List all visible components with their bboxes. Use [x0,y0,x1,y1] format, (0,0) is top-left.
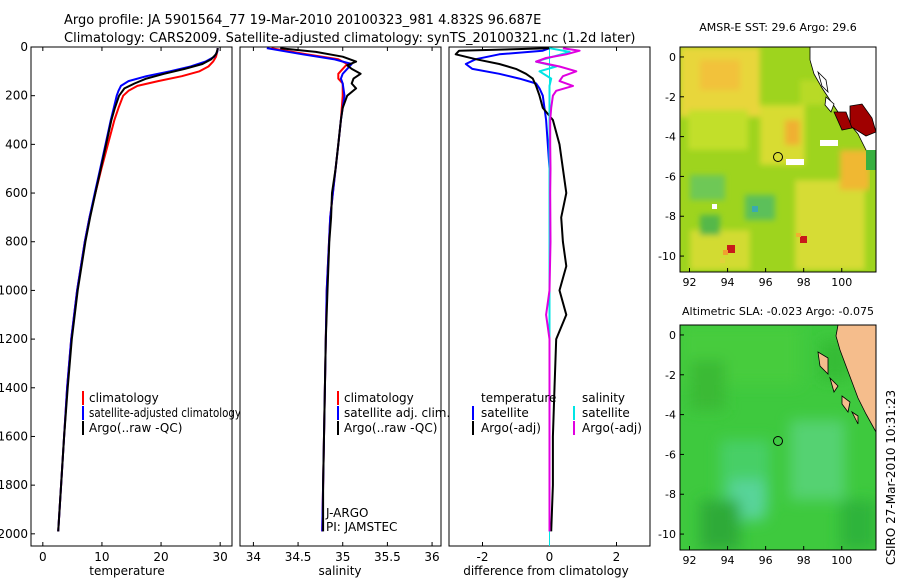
x-tick-label: 34.5 [285,550,312,564]
legend-label-temp-satellite: satellite [481,406,529,420]
x-tick-label: 0 [546,550,554,564]
y-tick-label: 1200 [0,332,28,346]
map-x-tick-label: 98 [797,276,811,289]
difference-legend: temperature satellite Argo(-adj) salinit… [472,391,642,435]
legend-label-satellite: satellite-adjusted climatology [89,406,241,420]
map-x-tick-label: 92 [683,276,697,289]
map-x-tick-label: 94 [721,276,735,289]
sla-map-panel: Altimetric SLA: -0.023 Argo: -0.075 92 94… [658,305,877,567]
sst-map-frame [679,46,877,273]
temperature-series [57,47,219,532]
series-line-salinity-argo-adj [535,47,581,532]
sst-map-panel: AMSR-E SST: 29.6 Argo: 29.6 [658,21,877,289]
y-tick-label: 600 [5,186,28,200]
map-y-tick-label: -2 [665,369,676,382]
legend-label-sal-argo: Argo(-adj) [582,421,642,435]
y-tick-label: 1800 [0,478,28,492]
sst-map-field [680,47,876,272]
legend-label-sal-satellite: satellite [582,406,630,420]
sst-hotspot [727,245,735,253]
map-y-tick-label: -4 [665,409,676,422]
header-line-1: Argo profile: JA 5901564_77 19-Mar-2010 … [64,13,541,28]
csiro-timestamp: CSIRO 27-Mar-2010 10:31:23 [884,390,898,565]
y-tick-label: 2000 [0,527,28,541]
map-y-tick-label: -10 [658,250,676,263]
sla-map-axes: 92 94 96 98 100 0 -2 -4 -6 -8 -10 [658,329,852,567]
x-tick-label: 10 [94,550,109,564]
x-tick-label: 2 [613,550,621,564]
legend-label-temp-argo: Argo(-adj) [481,421,541,435]
legend-label-climatology: climatology [344,391,414,405]
y-tick-label: 800 [5,235,28,249]
argo-position-marker [773,152,783,162]
sla-map-field [680,325,876,550]
argo-position-marker [773,436,783,446]
salinity-series [266,47,362,532]
salinity-x-axis: 34 34.5 35 35.5 36 [246,47,440,564]
salinity-panel: 34 34.5 35 35.5 36 salinity climatology sate… [239,46,450,578]
series-line-temperature-argo-adj [454,47,568,532]
y-tick-label: 200 [5,89,28,103]
map-y-tick-label: -2 [665,91,676,104]
y-tick-label: 1400 [0,381,28,395]
sla-map-frame [679,324,877,551]
x-tick-label: 35.5 [374,550,401,564]
temperature-axes-frame [30,46,233,547]
x-tick-label: 20 [153,550,168,564]
map-x-tick-label: 94 [721,554,735,567]
temperature-x-axis: 0 10 20 30 [39,47,228,564]
legend-label-satellite: satellite adj. clim. [344,406,450,420]
difference-xlabel: difference from climatology [463,564,629,578]
y-tick-label: 0 [20,40,28,54]
legend-label-climatology: climatology [89,391,159,405]
map-y-tick-label: 0 [669,329,676,342]
sst-map-title: AMSR-E SST: 29.6 Argo: 29.6 [699,21,857,34]
temperature-panel: 0 200 400 600 800 1000 1200 1400 1600 1800 2000 0 1… [0,40,241,578]
difference-panel: -2 0 2 difference from climatology tempera… [448,46,651,578]
map-y-tick-label: -6 [665,170,676,183]
x-tick-label: 35 [335,550,350,564]
sla-map-title: Altimetric SLA: -0.023 Argo: -0.075 [682,305,874,318]
map-x-tick-label: 98 [797,554,811,567]
program-label: J-ARGO [325,506,368,520]
series-line-argo-raw-qc [57,47,219,532]
series-line-argo-raw-qc [280,47,362,532]
legend-title-temperature: temperature [481,391,556,405]
depth-axis: 0 200 400 600 800 1000 1200 1400 1600 1800 2000 [0,40,35,541]
sst-map-axes: 92 94 96 98 100 0 -2 -4 -6 -8 -10 [658,51,852,289]
temperature-xlabel: temperature [89,564,164,578]
y-tick-label: 400 [5,137,28,151]
temperature-legend: climatology satellite-adjusted climatolo… [82,391,241,435]
difference-x-axis: -2 0 2 [477,47,621,564]
x-tick-label: 30 [213,550,228,564]
map-x-tick-label: 96 [759,276,773,289]
map-y-tick-label: -8 [665,488,676,501]
map-x-tick-label: 92 [683,554,697,567]
header-line-2: Climatology: CARS2009. Satellite-adjuste… [64,31,636,46]
y-tick-label: 1000 [0,283,28,297]
legend-title-salinity: salinity [582,391,625,405]
legend-label-argo: Argo(..raw -QC) [344,421,437,435]
legend-label-argo: Argo(..raw -QC) [89,421,182,435]
difference-series [454,47,581,546]
map-y-tick-label: -4 [665,131,676,144]
sumatra-land-sla [835,325,876,433]
salinity-legend: climatology satellite adj. clim. Argo(..… [337,391,450,435]
pi-label: PI: JAMSTEC [326,520,397,534]
map-y-tick-label: 0 [669,51,676,64]
map-y-tick-label: -6 [665,448,676,461]
x-tick-label: 36 [424,550,439,564]
salinity-xlabel: salinity [318,564,361,578]
y-tick-label: 1600 [0,429,28,443]
x-tick-label: 34 [246,550,261,564]
map-x-tick-label: 100 [831,554,852,567]
map-x-tick-label: 100 [831,276,852,289]
map-y-tick-label: -10 [658,528,676,541]
map-y-tick-label: -8 [665,210,676,223]
x-tick-label: -2 [477,550,489,564]
x-tick-label: 0 [39,550,47,564]
map-x-tick-label: 96 [759,554,773,567]
